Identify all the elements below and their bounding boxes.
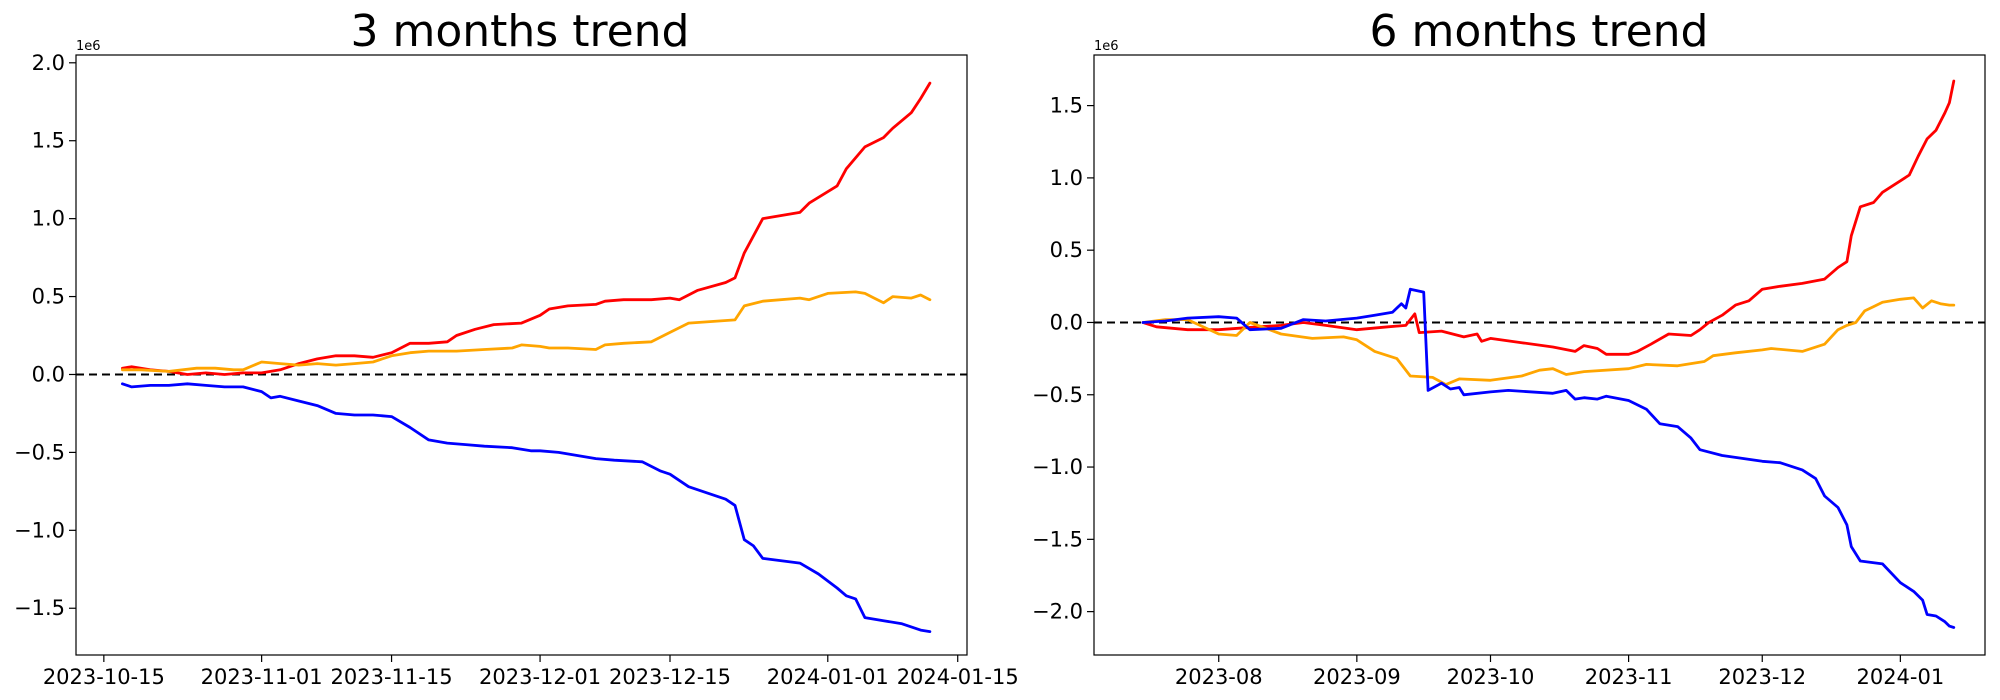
y-tick-label: −1.0 (1032, 455, 1083, 479)
chart-title: 6 months trend (1370, 6, 1709, 57)
x-tick-label: 2023-12-01 (479, 665, 601, 689)
y-tick-label: 1.5 (1050, 94, 1083, 118)
y-tick-label: 1.0 (1050, 166, 1083, 190)
x-tick-label: 2024-01-01 (767, 665, 889, 689)
x-tick-label: 2023-09 (1313, 665, 1401, 689)
y-tick-label: 0.5 (32, 285, 65, 309)
axes-frame (1093, 54, 1986, 656)
series-line-2 (1141, 296, 1956, 387)
plot-area: 1.5 1.0 0.5 0.0 −0.5 −1.0 −1.5 −2.0 2023-08 2023-… (1032, 54, 1986, 689)
plot-area: 2.0 1.5 1.0 0.5 0.0 −0.5 −1.0 −1.5 2023-10-15 202… (14, 51, 1019, 689)
chart-3-months: 3 months trend 1e6 2.0 1.5 1.0 0.5 0.0 −0.5 −1… (14, 6, 1019, 689)
x-tick-label: 2023-11-15 (331, 665, 453, 689)
y-tick-label: 0.5 (1050, 238, 1083, 262)
x-tick-label: 2023-10-15 (43, 665, 165, 689)
series-line-3 (1141, 287, 1956, 629)
series-line-1 (121, 81, 932, 376)
y-tick-label: −1.5 (14, 596, 65, 620)
y-tick-label: −1.0 (14, 518, 65, 542)
x-tick-label: 2024-01-15 (897, 665, 1019, 689)
series-line-1 (1141, 79, 1956, 356)
y-tick-label: −2.0 (1032, 600, 1083, 624)
chart-title: 3 months trend (351, 6, 690, 57)
x-tick-label: 2023-12 (1718, 665, 1806, 689)
x-tick-label: 2023-11-01 (201, 665, 323, 689)
y-tick-label: 0.0 (32, 362, 65, 386)
y-tick-label: −0.5 (1032, 383, 1083, 407)
x-tick-label: 2023-10 (1447, 665, 1535, 689)
series-line-2 (121, 290, 932, 373)
x-tick-label: 2023-08 (1175, 665, 1263, 689)
y-tick-label: −1.5 (1032, 527, 1083, 551)
x-tick-label: 2024-01 (1856, 665, 1944, 689)
y-tick-label: 1.0 (32, 207, 65, 231)
x-tick-label: 2023-11 (1585, 665, 1673, 689)
y-offset-label: 1e6 (76, 39, 101, 54)
axes-frame (75, 54, 968, 656)
y-tick-label: 1.5 (32, 129, 65, 153)
series-line-3 (121, 382, 932, 633)
y-tick-label: −0.5 (14, 440, 65, 464)
y-tick-label: 2.0 (32, 51, 65, 75)
x-tick-label: 2023-12-15 (609, 665, 731, 689)
chart-6-months: 6 months trend 1e6 1.5 1.0 0.5 0.0 −0.5 −1.0 −… (1032, 6, 1986, 689)
y-tick-label: 0.0 (1050, 310, 1083, 334)
y-offset-label: 1e6 (1094, 39, 1119, 54)
